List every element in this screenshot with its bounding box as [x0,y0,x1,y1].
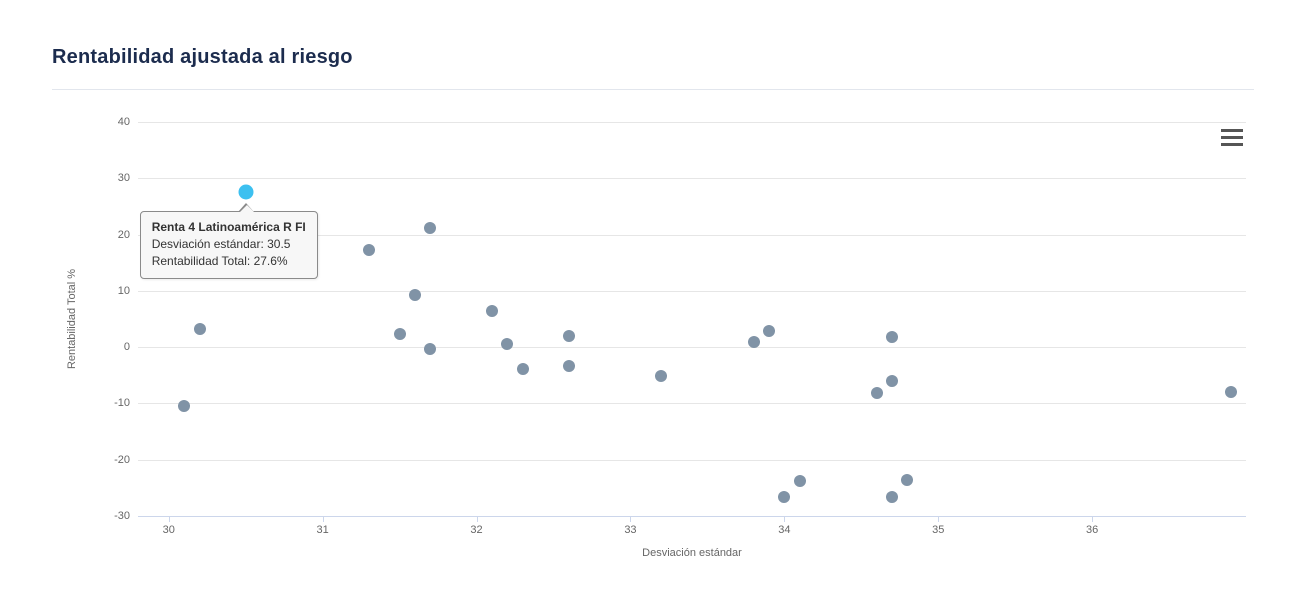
data-point[interactable] [501,338,514,351]
x-tick-label-33: 33 [624,524,637,536]
x-tick-label-35: 35 [932,524,945,536]
y-tick-label-10: 10 [117,284,130,297]
data-point[interactable] [424,221,437,234]
x-tick-mark-36 [1092,516,1094,522]
y-tick-label-40: 40 [117,116,130,128]
gridline-y-30 [138,178,1246,180]
x-axis-title: Desviación estándar [642,547,742,559]
gridline-y-20 [138,234,1246,236]
data-point[interactable] [762,324,775,337]
highlighted-data-point[interactable] [238,184,254,200]
x-tick-mark-32 [476,516,478,522]
hamburger-bar [1221,142,1243,146]
x-tick-label-32: 32 [470,524,483,536]
gridline-y--20 [138,459,1246,461]
scatter-chart: Rentabilidad Total % Desviación estándar… [0,100,1306,580]
data-point[interactable] [886,490,899,503]
gridline-y--10 [138,403,1246,405]
data-point[interactable] [1224,386,1237,399]
hamburger-menu-icon[interactable] [1221,127,1245,147]
gridline-y-10 [138,290,1246,292]
y-tick-label--10: -10 [114,397,130,410]
data-point[interactable] [393,327,406,340]
gridline-y-0 [138,347,1246,349]
data-point[interactable] [178,400,191,413]
y-tick-label-0: 0 [123,341,130,354]
data-point[interactable] [409,289,421,302]
data-point[interactable] [901,473,914,486]
y-tick-label-20: 20 [117,228,130,241]
y-tick-label--20: -20 [114,453,130,466]
x-tick-mark-33 [630,516,632,522]
y-tick-label--30: -30 [114,510,130,522]
hamburger-bar [1221,128,1243,132]
y-tick-label-30: 30 [117,172,130,185]
data-point[interactable] [655,369,668,382]
data-point[interactable] [562,360,575,373]
tooltip-std-dev: Desviación estándar: 30.5 [151,236,291,251]
x-tick-label-31: 31 [316,524,329,536]
x-tick-mark-34 [784,516,786,522]
x-tick-label-34: 34 [778,524,791,536]
x-tick-mark-30 [168,516,170,522]
x-tick-label-36: 36 [1085,524,1099,536]
data-point[interactable] [485,305,498,318]
point-tooltip: Renta 4 Latinoamérica R FI Desviación es… [139,202,318,279]
data-point[interactable] [516,363,529,376]
x-tick-mark-35 [938,516,940,522]
data-point[interactable] [193,322,206,335]
x-tick-mark-31 [322,516,324,522]
data-point[interactable] [747,335,760,348]
tooltip-fund-name: Renta 4 Latinoamérica R FI [151,219,306,234]
x-tick-label-30: 30 [162,524,175,536]
tooltip-total-return: Rentabilidad Total: 27.6% [151,253,288,268]
plot-area [138,122,1246,517]
data-point[interactable] [886,331,899,343]
data-point[interactable] [562,329,575,342]
page-title: Rentabilidad ajustada al riesgo [52,46,353,68]
data-point[interactable] [870,386,883,399]
x-axis-line [138,516,1246,517]
data-point[interactable] [793,474,806,487]
title-divider [52,89,1254,90]
gridline-y-40 [138,122,1246,123]
y-axis-title: Rentabilidad Total % [66,268,78,370]
data-point[interactable] [886,374,899,387]
hamburger-bar [1221,135,1243,139]
data-point[interactable] [424,342,437,355]
tooltip-notch [238,204,255,213]
data-point[interactable] [778,490,791,503]
data-point[interactable] [362,243,375,256]
